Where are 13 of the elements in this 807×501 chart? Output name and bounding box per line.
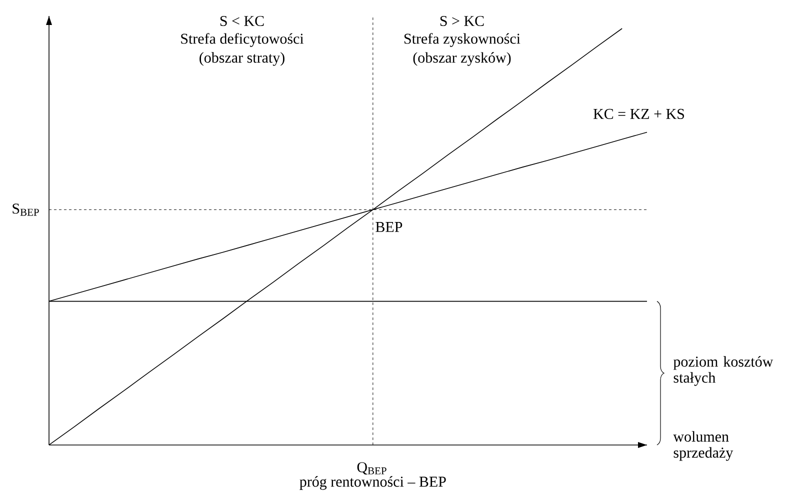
text: Q$_{BEP}$ (357, 462, 386, 475)
text: poziom kosztów stałych (673, 356, 774, 386)
x-axis-title: próg rentowności – BEP (300, 476, 446, 490)
annotation: (obszar zysków) (413, 52, 511, 66)
annotation: Strefa deficytowości (181, 33, 304, 47)
annotation: BEP (376, 222, 402, 232)
ref-line-label: S$_{BEP}$ (12, 204, 39, 216)
text: wolumen sprzedaży (673, 431, 734, 461)
series-label: KC = KZ + KS (593, 108, 684, 119)
annotation: Strefa zyskowności (404, 33, 520, 47)
text: S < KC (220, 16, 264, 26)
annotation: (obszar straty) (200, 52, 284, 66)
text: S > KC (440, 16, 484, 26)
